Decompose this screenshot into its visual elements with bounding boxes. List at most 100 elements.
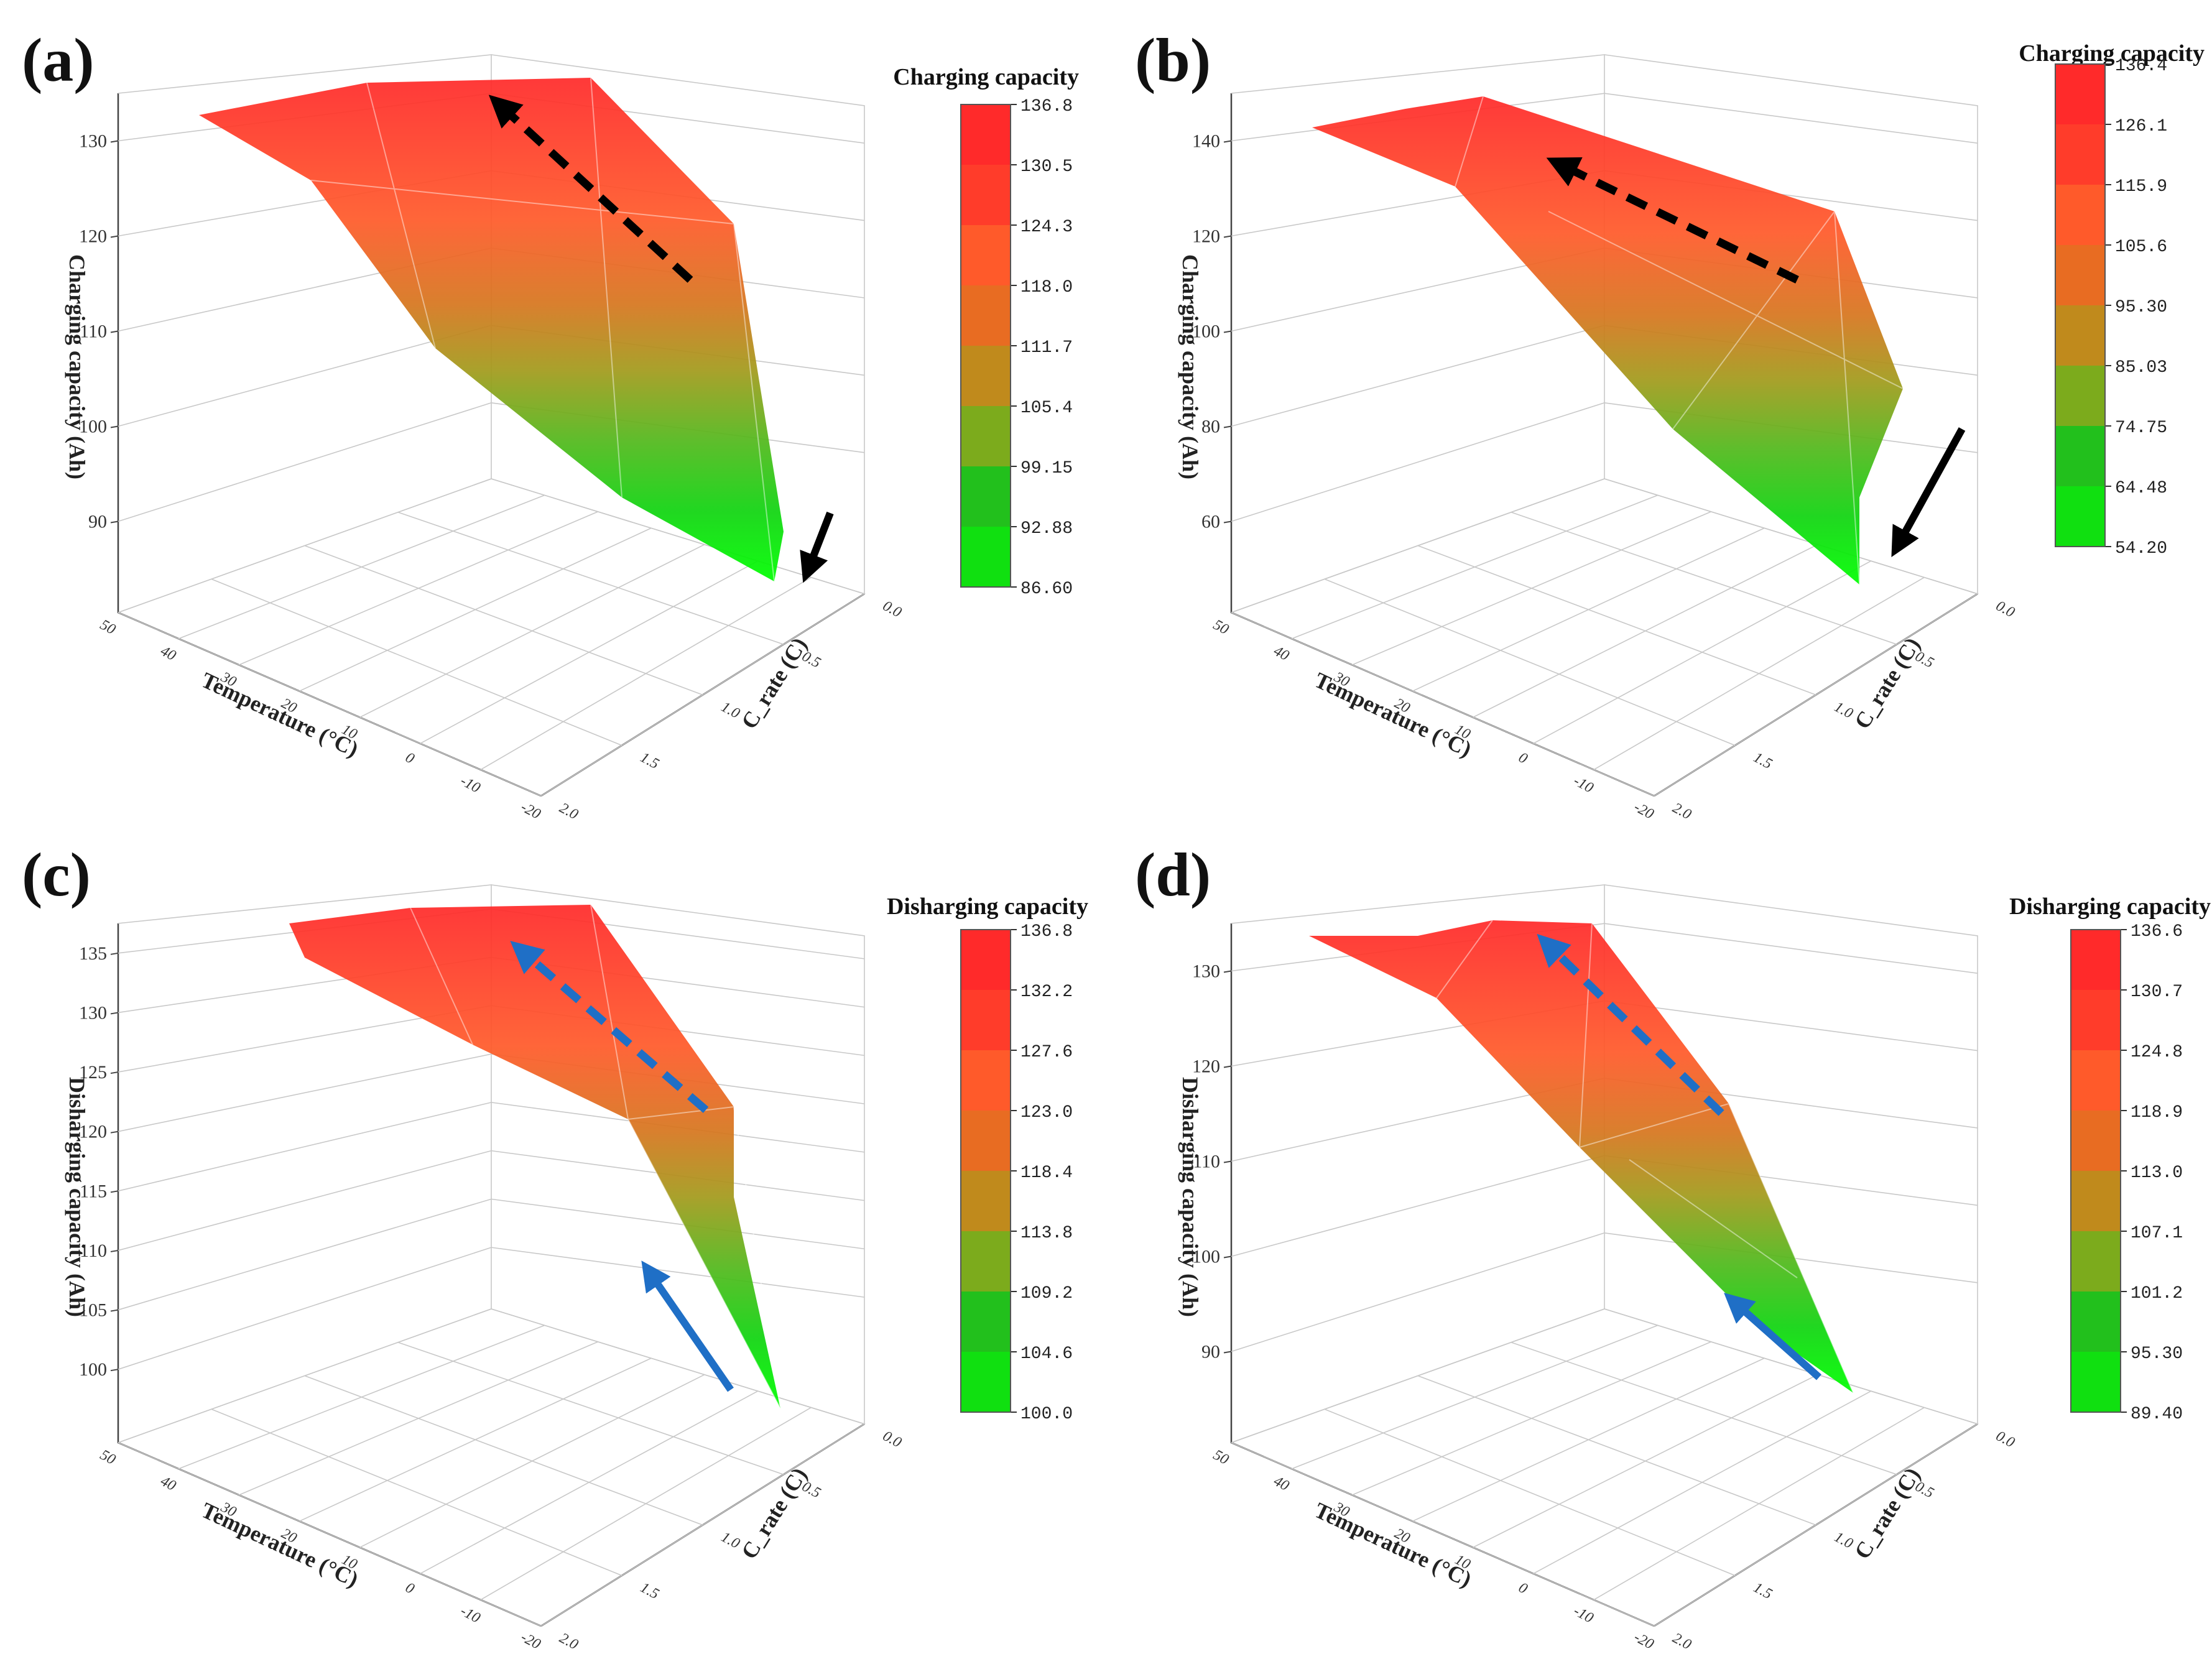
z-tick-label: 110 [80,1241,107,1261]
z-tick-mark [1223,520,1232,524]
temp-tick-label: 50 [1211,617,1231,638]
temperature-axis-title: Temperature (°C) [198,1497,363,1592]
solid-arrow [1724,1293,1821,1380]
crate-gridline [1231,1442,1655,1627]
crate-gridline [1511,511,1897,645]
temp-tick-label: -20 [518,1629,543,1653]
z-gridline [118,402,492,522]
colorbar-title: Charging capacity [893,64,1079,90]
crate-tick-label: 0.0 [1993,1428,2017,1451]
temp-tick-label: -20 [1631,799,1656,823]
z-tick-label: 120 [79,226,107,247]
z-tick-label: 125 [79,1062,107,1083]
crate-tick-label: 2.0 [1670,1630,1694,1653]
crate-gridline [118,1442,542,1627]
colorbar-tick-label: 85.03 [2115,358,2167,377]
z-tick-mark [1223,1255,1232,1259]
dashed-arrow [488,95,693,283]
z-gridline-back [491,1247,865,1298]
crate-gridline [1417,545,1816,696]
dashed-arrow [510,940,709,1113]
colorbar-segment [961,225,1011,285]
z-tick-mark [110,1249,119,1252]
z-gridline [1231,325,1605,427]
crate-axis-ticks: 0.00.51.01.52.0 [557,1428,904,1653]
temp-tick-label: 40 [158,643,178,664]
colorbar-segment [2071,930,2121,990]
z-tick-label: 115 [80,1181,107,1201]
z-axis-ticks: 100 105 110 115 120 125 130 135 [79,943,119,1380]
z-tick-label: 120 [1192,226,1220,247]
colorbar-tick-label: 126.1 [2115,117,2167,136]
crate-gridline [118,612,542,797]
crate-axis-title: C_rate (C) [1849,1463,1925,1563]
z-tick-mark [110,1369,119,1372]
surface-mesh [1436,920,1854,1393]
surface [289,904,781,1409]
colorbar-segment [2071,1171,2121,1231]
surface [199,77,784,582]
temperature-axis-title: Temperature (°C) [1311,667,1476,762]
colorbar-outline [2070,929,2121,1413]
colorbar-segment [961,527,1011,587]
colorbar-tick-label: 113.8 [1020,1224,1073,1243]
z-tick-label: 140 [1192,131,1220,152]
colorbar-title: Disharging capacity [887,894,1088,920]
z-tick-mark [110,425,119,428]
crate-gridline [1324,578,1736,746]
temp-tick-label: 50 [98,617,118,638]
z-tick-mark [1223,425,1232,428]
temp-tick-label: 40 [1271,1473,1292,1494]
crate-gridline [1511,1341,1897,1476]
colorbar-tick-label: 89.40 [2131,1405,2183,1424]
z-gridline [118,1247,492,1370]
temp-tick-label: -10 [458,773,483,797]
crate-tick-label: 0.0 [880,598,904,621]
z-tick-mark [1223,235,1232,238]
surface [1312,96,1904,585]
z-axis-ticks: 90 100 110 120 130 [1192,961,1232,1362]
z-tick-label: 90 [88,512,107,532]
crate-tick-label: 1.5 [637,1579,662,1602]
arrows [1546,157,1966,558]
z-tick-mark [110,1012,119,1015]
colorbar-tick-label: 86.60 [1020,580,1073,599]
z-tick-mark [1223,970,1232,973]
z-axis-ticks: 60 80 100 120 140 [1192,131,1232,532]
temp-tick-label: -10 [1571,1603,1596,1627]
colorbar-segment [2071,1352,2121,1412]
z-axis-ticks: 90 100 110 120 130 [79,131,119,532]
colorbar-tick-label: 105.6 [2115,238,2167,257]
z-tick-label: 120 [1192,1056,1220,1077]
colorbar-tick-label: 130.5 [1020,157,1073,177]
colorbar-tick-label: 54.20 [2115,539,2167,558]
z-tick-mark [1223,1065,1232,1068]
colorbar-outline [2055,63,2106,547]
crate-gridline [397,1341,784,1476]
crate-tick-label: 0.0 [1993,598,2017,621]
colorbar-outline [960,929,1011,1413]
colorbar-tick-label: 111.7 [1020,338,1073,358]
colorbar-tick-label: 136.6 [2131,922,2183,941]
colorbar-segment [2055,124,2105,185]
colorbar-segment [961,406,1011,466]
dashed-arrow [1546,157,1799,284]
crate-tick-label: 2.0 [1670,800,1694,823]
z-gridline-back [491,1198,865,1250]
z-tick-mark [110,520,119,524]
colorbar-segment [2071,1111,2121,1171]
colorbar-segment [2071,990,2121,1050]
temp-tick-label: 0 [403,1579,417,1597]
colorbar-tick-label: 104.6 [1020,1344,1073,1364]
z-tick-label: 105 [79,1300,107,1321]
crate-gridline [304,1375,703,1526]
z-gridline [1231,1155,1605,1257]
colorbar-segment [2055,366,2105,426]
colorbar-tick-label: 132.2 [1020,982,1073,1002]
z-gridline [1231,402,1605,522]
colorbar-tick-label: 92.88 [1020,519,1073,538]
z-tick-mark [110,1309,119,1312]
colorbar-tick-label: 107.1 [2131,1224,2183,1243]
